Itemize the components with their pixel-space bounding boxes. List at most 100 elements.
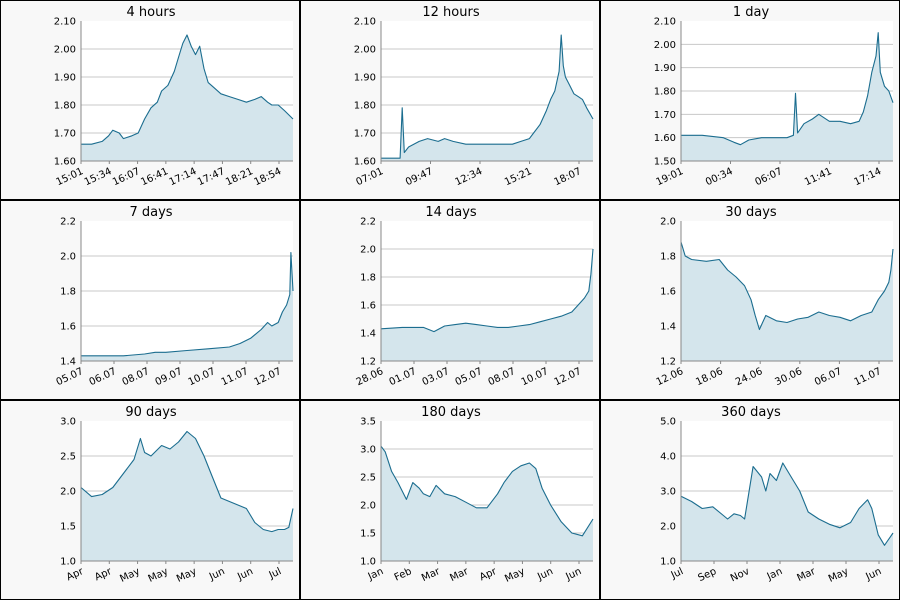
x-tick-label: 17:14 — [168, 166, 199, 188]
series-line — [380, 248, 594, 333]
series-line — [81, 34, 294, 145]
series-line — [380, 445, 594, 537]
chart-panel: 4 hours 1.60 1.70 1.80 1.90 2.00 2.10 15:01 15:3… — [0, 0, 300, 200]
x-tick-label: 10.07 — [187, 366, 218, 388]
x-tick-label: 12.07 — [553, 366, 584, 388]
x-tick-label: Jun — [564, 566, 584, 583]
y-tick-label: 2.0 — [660, 522, 676, 533]
y-tick-label: 2.00 — [54, 45, 76, 56]
y-tick-label: 2.00 — [354, 45, 376, 56]
y-tick-label: 1.60 — [354, 157, 376, 168]
y-tick-label: 1.90 — [354, 73, 376, 84]
y-tick-label: 4.0 — [660, 452, 676, 463]
chart-panel: 90 days 1.0 1.5 2.0 2.5 3.0 Apr Apr May May May Jun… — [0, 400, 300, 600]
y-tick-label: 1.8 — [60, 287, 76, 298]
series-area — [381, 35, 593, 161]
chart-panel: 1 day 1.50 1.60 1.70 1.80 1.90 2.00 2.10 19:01 00… — [600, 0, 900, 200]
x-tick-label: Jan — [765, 566, 785, 583]
y-tick-label: 1.4 — [660, 322, 676, 333]
series-line — [381, 34, 594, 159]
chart-title: 12 hours — [422, 5, 479, 20]
x-tick-label: 16:07 — [111, 166, 142, 188]
y-tick-label: 2.0 — [360, 245, 376, 256]
y-tick-label: 2.10 — [54, 17, 76, 28]
chart-svg: 360 days 1.0 2.0 3.0 4.0 5.0 Jul Sep Nov Jan Mar Ma… — [660, 405, 894, 585]
y-tick-label: 1.70 — [54, 129, 76, 140]
x-tick-label: 11:41 — [803, 166, 834, 188]
chart-title: 4 hours — [127, 5, 176, 20]
y-tick-label: 2.00 — [654, 40, 676, 51]
series-area — [681, 242, 893, 361]
y-tick-label: 1.2 — [360, 357, 376, 368]
chart-svg: 180 days 1.0 1.5 2.0 2.5 3.0 3.5 Jan Feb Mar Mar Ap… — [360, 405, 594, 585]
x-tick-label: Apr — [478, 566, 499, 584]
x-tick-label: 09:47 — [404, 166, 435, 188]
y-tick-label: 1.70 — [354, 129, 376, 140]
series-line — [80, 430, 294, 533]
x-tick-label: 28.06 — [355, 366, 386, 388]
x-tick-label: 08.07 — [121, 366, 152, 388]
series-line — [680, 241, 894, 331]
x-tick-label: Feb — [393, 566, 414, 583]
x-tick-label: 17:14 — [852, 166, 883, 188]
x-tick-label: 15:21 — [503, 166, 534, 188]
x-tick-label: May — [118, 566, 141, 585]
y-tick-label: 2.0 — [60, 487, 76, 498]
x-tick-label: Mar — [795, 566, 818, 584]
chart-svg: 30 days 1.2 1.4 1.6 1.8 2.0 12.06 18.06 24.06 30.… — [655, 205, 894, 388]
y-tick-label: 2.2 — [60, 217, 76, 228]
x-tick-label: Apr — [93, 566, 114, 584]
chart-panel: 30 days 1.2 1.4 1.6 1.8 2.0 12.06 18.06 24.06 30.… — [600, 200, 900, 400]
x-tick-label: Jan — [366, 566, 386, 583]
chart-panel: 360 days 1.0 2.0 3.0 4.0 5.0 Jul Sep Nov Jan Mar Ma… — [600, 400, 900, 600]
y-tick-label: 2.2 — [360, 217, 376, 228]
series-area — [81, 35, 293, 161]
y-tick-label: 2.10 — [654, 17, 676, 28]
chart-title: 90 days — [125, 405, 177, 420]
series-line — [680, 462, 894, 546]
series-area — [81, 252, 293, 361]
x-tick-label: 00:34 — [704, 166, 735, 188]
x-tick-label: Jun — [535, 566, 555, 583]
y-tick-label: 1.8 — [660, 252, 676, 263]
x-tick-label: 05.07 — [454, 366, 485, 388]
series-area — [681, 463, 893, 561]
x-tick-label: 18.06 — [694, 366, 725, 388]
y-tick-label: 3.5 — [360, 417, 376, 428]
x-tick-label: 07:01 — [354, 166, 385, 188]
chart-svg: 4 hours 1.60 1.70 1.80 1.90 2.00 2.10 15:0115:3… — [54, 5, 294, 188]
y-tick-label: 1.80 — [354, 101, 376, 112]
x-tick-label: 30.06 — [773, 366, 804, 388]
y-tick-label: 2.0 — [360, 501, 376, 512]
y-tick-label: 1.5 — [60, 522, 76, 533]
x-tick-label: 11.07 — [220, 366, 251, 388]
y-tick-label: 2.0 — [660, 217, 676, 228]
chart-panel: 180 days 1.0 1.5 2.0 2.5 3.0 3.5 Jan Feb Mar Mar Ap… — [300, 400, 600, 600]
x-tick-label: 15:34 — [83, 166, 114, 188]
x-tick-label: Apr — [65, 566, 86, 584]
y-tick-label: 3.0 — [360, 445, 376, 456]
y-tick-label: 1.2 — [660, 357, 676, 368]
y-tick-label: 1.4 — [360, 329, 376, 340]
y-tick-label: 1.50 — [654, 157, 676, 168]
chart-title: 1 day — [733, 5, 770, 20]
x-tick-label: 17:47 — [196, 166, 227, 188]
x-tick-label: May — [147, 566, 170, 585]
y-tick-label: 1.70 — [654, 110, 676, 121]
x-tick-label: Jun — [864, 566, 884, 583]
series-line — [681, 32, 894, 146]
x-tick-label: Jul — [267, 566, 284, 581]
y-tick-label: 2.5 — [360, 473, 376, 484]
x-tick-label: 12:34 — [453, 166, 484, 188]
chart-panel: 14 days 1.2 1.4 1.6 1.8 2.0 2.2 28.06 01.07 03.07… — [300, 200, 600, 400]
x-tick-label: May — [827, 566, 850, 585]
y-tick-label: 1.0 — [660, 557, 676, 568]
y-tick-label: 1.60 — [54, 157, 76, 168]
chart-svg: 14 days 1.2 1.4 1.6 1.8 2.0 2.2 28.06 01.07 03.07… — [355, 205, 594, 388]
x-tick-label: 03.07 — [421, 366, 452, 388]
chart-title: 30 days — [725, 205, 777, 220]
x-tick-label: May — [503, 566, 526, 585]
y-tick-label: 3.0 — [660, 487, 676, 498]
